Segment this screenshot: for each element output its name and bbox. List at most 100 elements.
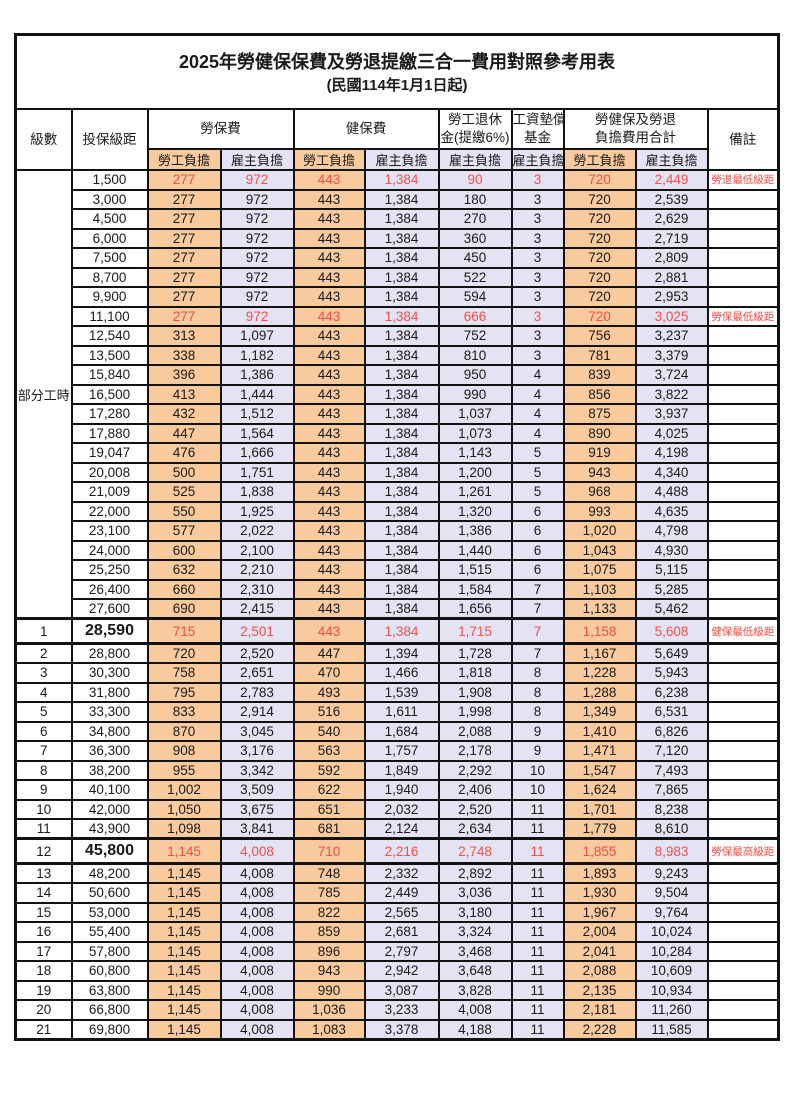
health-employee-cell: 443 (292, 422, 366, 444)
total-employee-cell: 720 (562, 286, 637, 308)
labor-employer-cell: 2,914 (219, 701, 295, 723)
total-employer-cell: 5,115 (634, 559, 709, 581)
labor-employee-cell: 690 (146, 598, 222, 620)
remark-cell (706, 901, 780, 923)
labor-employee-cell: 1,145 (146, 979, 222, 1001)
total-employer-cell: 9,243 (634, 862, 709, 884)
total-employer-cell: 6,531 (634, 701, 709, 723)
wage-fund-employer-cell: 11 (510, 818, 565, 840)
bracket-cell: 53,000 (70, 901, 149, 923)
total-employer-cell: 7,120 (634, 740, 709, 762)
table-row: 18 60,800 1,145 4,008 943 2,942 3,648 11 2,088 10… (14, 960, 780, 982)
total-employee-cell: 1,020 (562, 520, 637, 542)
labor-employee-cell: 833 (146, 701, 222, 723)
wage-fund-employer-cell: 3 (510, 169, 565, 191)
bracket-cell: 4,500 (70, 208, 149, 230)
table-row: 14 50,600 1,145 4,008 785 2,449 3,036 11 1,930 9,… (14, 882, 780, 904)
table-row: 1 28,590 715 2,501 443 1,384 1,715 7 1,158 5,608 健… (14, 617, 780, 645)
total-employer-cell: 3,025 (634, 305, 709, 327)
labor-employee-cell: 1,145 (146, 999, 222, 1021)
health-employer-cell: 1,384 (363, 578, 440, 600)
labor-employee-cell: 660 (146, 578, 222, 600)
health-employer-cell: 1,849 (363, 759, 440, 781)
wage-fund-employer-cell: 6 (510, 520, 565, 542)
total-employee-cell: 720 (562, 227, 637, 249)
total-employer-cell: 4,198 (634, 442, 709, 464)
page: 2025年勞健保保費及勞退提繳三合一費用對照參考用表 (民國114年1月1日起)… (14, 33, 781, 1041)
table-row: 16 55,400 1,145 4,008 859 2,681 3,324 11 2,004 10… (14, 921, 780, 943)
total-employee-cell: 1,410 (562, 720, 637, 742)
health-employer-cell: 1,384 (363, 559, 440, 581)
table-row: 19,047 476 1,666 443 1,384 1,143 5 919 4,198 (16, 442, 780, 464)
wage-fund-employer-cell: 11 (510, 1018, 565, 1040)
health-employee-cell: 443 (292, 383, 366, 405)
remark-cell (706, 921, 780, 943)
bracket-cell: 66,800 (70, 999, 149, 1021)
pension-employer-cell: 2,634 (437, 818, 513, 840)
level-cell: 10 (14, 798, 73, 820)
health-employee-cell: 443 (292, 617, 366, 645)
wage-fund-employer-cell: 4 (510, 422, 565, 444)
pension-employer-cell: 3,828 (437, 979, 513, 1001)
level-cell: 15 (14, 901, 73, 923)
total-employee-cell: 1,228 (562, 662, 637, 684)
table-row: 17,880 447 1,564 443 1,384 1,073 4 890 4,025 (16, 422, 780, 444)
wage-fund-employer-cell: 11 (510, 862, 565, 884)
remark-cell (706, 662, 780, 684)
table-row: 23,100 577 2,022 443 1,384 1,386 6 1,020 4,798 (16, 520, 780, 542)
labor-employee-cell: 277 (146, 188, 222, 210)
health-employee-cell: 622 (292, 779, 366, 801)
total-employer-cell: 4,635 (634, 500, 709, 522)
pension-employer-cell: 3,180 (437, 901, 513, 923)
bracket-cell: 34,800 (70, 720, 149, 742)
health-employee-cell: 443 (292, 188, 366, 210)
health-employer-cell: 3,378 (363, 1018, 440, 1040)
header-total: 勞健保及勞退 負擔費用合計 (562, 108, 709, 150)
health-employer-cell: 1,684 (363, 720, 440, 742)
table-body: 部分工時 1,500 277 972 443 1,384 90 3 720 2,449 勞退最低級距… (14, 169, 780, 1040)
pension-employer-cell: 2,088 (437, 720, 513, 742)
pension-employer-cell: 1,584 (437, 578, 513, 600)
pension-employer-cell: 2,520 (437, 798, 513, 820)
remark-cell (706, 759, 780, 781)
wage-fund-employer-cell: 3 (510, 325, 565, 347)
pension-employer-cell: 270 (437, 208, 513, 230)
health-employee-cell: 443 (292, 286, 366, 308)
wage-fund-employer-cell: 3 (510, 227, 565, 249)
total-employer-cell: 7,493 (634, 759, 709, 781)
wage-fund-employer-cell: 11 (510, 798, 565, 820)
header-burden-row: 勞工負擔 雇主負擔 勞工負擔 雇主負擔 雇主負擔 雇主負擔 勞工負擔 雇主負擔 (16, 148, 779, 171)
remark-cell (706, 247, 780, 269)
wage-fund-employer-cell: 6 (510, 500, 565, 522)
pension-employer-cell: 1,073 (437, 422, 513, 444)
health-employer-cell: 1,384 (363, 422, 440, 444)
header-wage-fund: 工資墊償 基金 (510, 108, 565, 150)
part-time-merged-cell: 部分工時 (14, 169, 73, 620)
health-employer-cell: 2,124 (363, 818, 440, 840)
page-subtitle: (民國114年1月1日起) (326, 76, 468, 94)
table-row: 21,009 525 1,838 443 1,384 1,261 5 968 4,488 (16, 481, 780, 503)
total-employer-cell: 5,943 (634, 662, 709, 684)
wage-fund-employer-cell: 5 (510, 481, 565, 503)
labor-employee-cell: 908 (146, 740, 222, 762)
bracket-cell: 55,400 (70, 921, 149, 943)
bracket-cell: 13,500 (70, 344, 149, 366)
remark-cell (706, 266, 780, 288)
remark-cell (706, 578, 780, 600)
total-employer-cell: 3,724 (634, 364, 709, 386)
table-row: 27,600 690 2,415 443 1,384 1,656 7 1,133 5,462 (16, 598, 780, 620)
pension-employer-cell: 4,188 (437, 1018, 513, 1040)
level-cell: 12 (14, 837, 73, 865)
total-employee-cell: 2,088 (562, 960, 637, 982)
health-employer-cell: 1,539 (363, 681, 440, 703)
labor-employee-cell: 632 (146, 559, 222, 581)
bracket-cell: 28,800 (70, 642, 149, 664)
total-employee-cell: 1,158 (562, 617, 637, 645)
level-cell: 6 (14, 720, 73, 742)
wage-fund-employer-cell: 7 (510, 642, 565, 664)
bracket-cell: 36,300 (70, 740, 149, 762)
health-employee-cell: 443 (292, 344, 366, 366)
labor-employer-cell: 972 (219, 247, 295, 269)
table-row: 4 31,800 795 2,783 493 1,539 1,908 8 1,288 6,238 (14, 681, 780, 703)
total-employee-cell: 875 (562, 403, 637, 425)
